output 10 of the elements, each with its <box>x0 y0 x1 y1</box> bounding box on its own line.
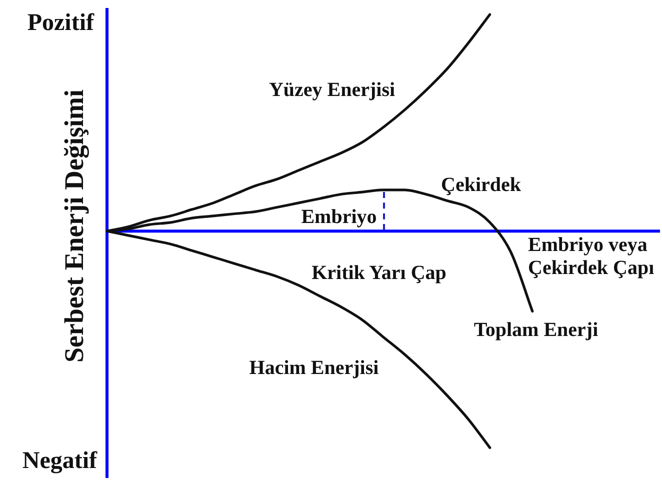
series-label: Hacim Enerjisi <box>249 357 380 380</box>
series-label: Yüzey Enerjisi <box>268 79 396 102</box>
text: Negatif <box>22 448 98 474</box>
annotation: Kritik Yarı Çap <box>312 262 446 284</box>
annotation: Embriyo <box>301 206 377 228</box>
text: Pozitif <box>27 10 95 36</box>
series-label: Toplam Enerji <box>474 319 599 342</box>
annotation: Çekirdek <box>441 174 522 196</box>
x-axis-title: Embriyo veya Çekirdek Çapı <box>528 234 655 280</box>
y-axis-title: Serbest Enerji Değişimi <box>58 89 89 362</box>
